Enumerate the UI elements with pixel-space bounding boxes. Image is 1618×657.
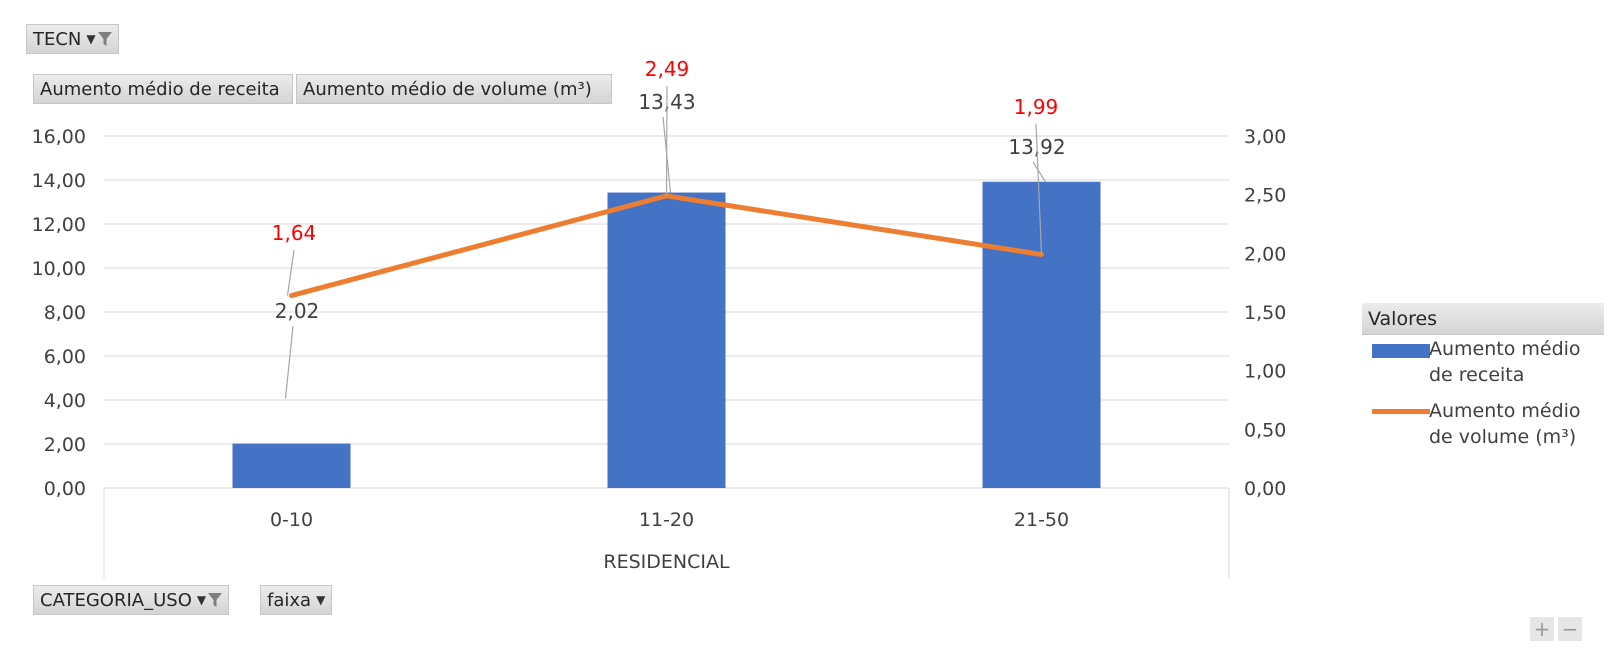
- line-label-leader: [286, 249, 295, 296]
- y-left-tick-label: 6,00: [44, 346, 86, 368]
- chevron-down-icon: ▼: [196, 593, 207, 607]
- line-data-label: 1,99: [1014, 95, 1059, 119]
- y-right-tick-label: 1,50: [1244, 302, 1286, 324]
- legend-title-text: Valores: [1368, 307, 1438, 330]
- y-left-tick-label: 16,00: [32, 126, 86, 148]
- y-left-tick-label: 8,00: [44, 302, 86, 324]
- y-right-tick-label: 0,00: [1244, 478, 1286, 500]
- y-left-tick-label: 2,00: [44, 434, 86, 456]
- zoom-controls: + −: [1530, 617, 1582, 641]
- y-left-tick-label: 10,00: [32, 258, 86, 280]
- y-right-tick-label: 0,50: [1244, 419, 1286, 441]
- y-left-tick-label: 14,00: [32, 170, 86, 192]
- x-tick-label: 0-10: [270, 509, 313, 531]
- field-label: TECN: [33, 28, 82, 50]
- y-left-tick-label: 0,00: [44, 478, 86, 500]
- field-label: CATEGORIA_USO: [40, 589, 192, 611]
- row-field-faixa[interactable]: faixa ▼: [260, 585, 333, 615]
- y-left-tick-label: 12,00: [32, 214, 86, 236]
- bar-label-leader: [1032, 161, 1047, 183]
- line-label-leader: [665, 85, 668, 196]
- funnel-icon: [208, 593, 223, 607]
- y-right-tick-label: 3,00: [1244, 126, 1286, 148]
- legend-label: Aumento médio de receita: [1429, 338, 1581, 386]
- line-data-label: 1,64: [272, 221, 317, 245]
- bar: [982, 181, 1101, 488]
- field-label: Aumento médio de receita: [40, 78, 280, 100]
- bar: [607, 192, 726, 489]
- field-label: Aumento médio de volume (m³): [303, 78, 592, 100]
- legend-swatch-bar: [1372, 344, 1430, 358]
- legend-label: Aumento médio de volume (m³): [1429, 400, 1581, 448]
- filter-field-tecn[interactable]: TECN ▼: [26, 24, 119, 54]
- line-label-leader: [1035, 123, 1043, 255]
- chevron-down-icon: ▼: [86, 32, 96, 46]
- legend-title: Valores: [1362, 303, 1604, 335]
- line-point: [289, 293, 294, 299]
- y-right-tick-label: 2,00: [1244, 243, 1286, 265]
- y-right-tick-label: 2,50: [1244, 185, 1286, 207]
- zoom-in-button[interactable]: +: [1530, 617, 1554, 641]
- x-tick-label: 11-20: [639, 509, 694, 531]
- legend-swatch-line: [1372, 409, 1430, 414]
- bar: [232, 443, 351, 488]
- value-field-volume[interactable]: Aumento médio de volume (m³): [296, 74, 612, 104]
- funnel-icon: [97, 32, 112, 46]
- value-field-receita[interactable]: Aumento médio de receita: [33, 74, 293, 104]
- x-tick-label: 21-50: [1014, 509, 1069, 531]
- bar-data-label: 2,02: [275, 299, 320, 323]
- bar-label-leader: [284, 325, 294, 399]
- y-left-tick-label: 4,00: [44, 390, 86, 412]
- line-data-label: 2,49: [645, 57, 690, 81]
- field-label: faixa: [267, 589, 312, 611]
- chevron-down-icon: ▼: [316, 593, 326, 607]
- y-right-tick-label: 1,00: [1244, 361, 1286, 383]
- legend-entry-volume[interactable]: Aumento médio de volume (m³): [1372, 398, 1612, 454]
- row-field-categoria-uso[interactable]: CATEGORIA_USO ▼: [33, 585, 230, 615]
- x-group-label: RESIDENCIAL: [603, 551, 730, 573]
- legend-entry-receita[interactable]: Aumento médio de receita: [1372, 336, 1612, 392]
- zoom-out-button[interactable]: −: [1558, 617, 1582, 641]
